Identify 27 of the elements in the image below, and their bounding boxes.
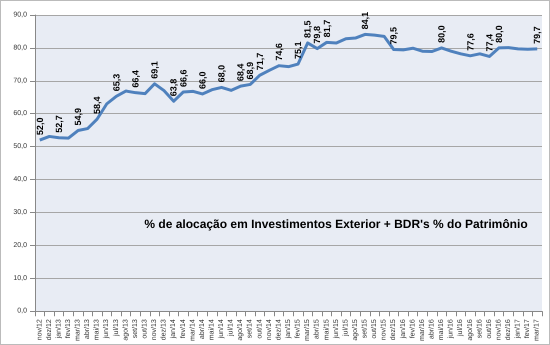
data-label: 54,9 — [73, 108, 84, 126]
data-label: 66,4 — [130, 70, 140, 88]
data-label: 84,1 — [360, 12, 370, 30]
data-label: 68,0 — [216, 64, 227, 82]
data-label: 66,6 — [178, 69, 188, 88]
data-label: 80,0 — [494, 25, 504, 43]
text: % de alocação em Investimentos Exterior + BDR's % do Patrimônio — [144, 217, 528, 231]
data-label: 69,1 — [150, 61, 160, 79]
data-label: 71,7 — [254, 52, 265, 70]
data-label: 65,3 — [111, 74, 122, 92]
data-label: 74,6 — [274, 43, 284, 61]
data-label: 68,9 — [245, 62, 256, 80]
data-label: 52,7 — [54, 115, 64, 133]
data-label: 75,1 — [293, 42, 304, 60]
data-label: 66,0 — [197, 71, 208, 89]
data-label: 79,8 — [312, 26, 322, 44]
data-label: 52,0 — [34, 118, 45, 136]
data-label: 80,0 — [436, 25, 447, 43]
data-label: 63,8 — [168, 78, 179, 96]
data-label: 68,4 — [236, 64, 246, 82]
data-label: 58,4 — [92, 96, 102, 114]
data-label: 79,5 — [388, 27, 399, 45]
data-label: 77,6 — [465, 33, 476, 51]
data-label: 81,5 — [302, 20, 313, 38]
data-label: 77,4 — [484, 34, 494, 52]
data-label: 81,7 — [322, 20, 332, 38]
data-label: 79,7 — [532, 26, 542, 44]
